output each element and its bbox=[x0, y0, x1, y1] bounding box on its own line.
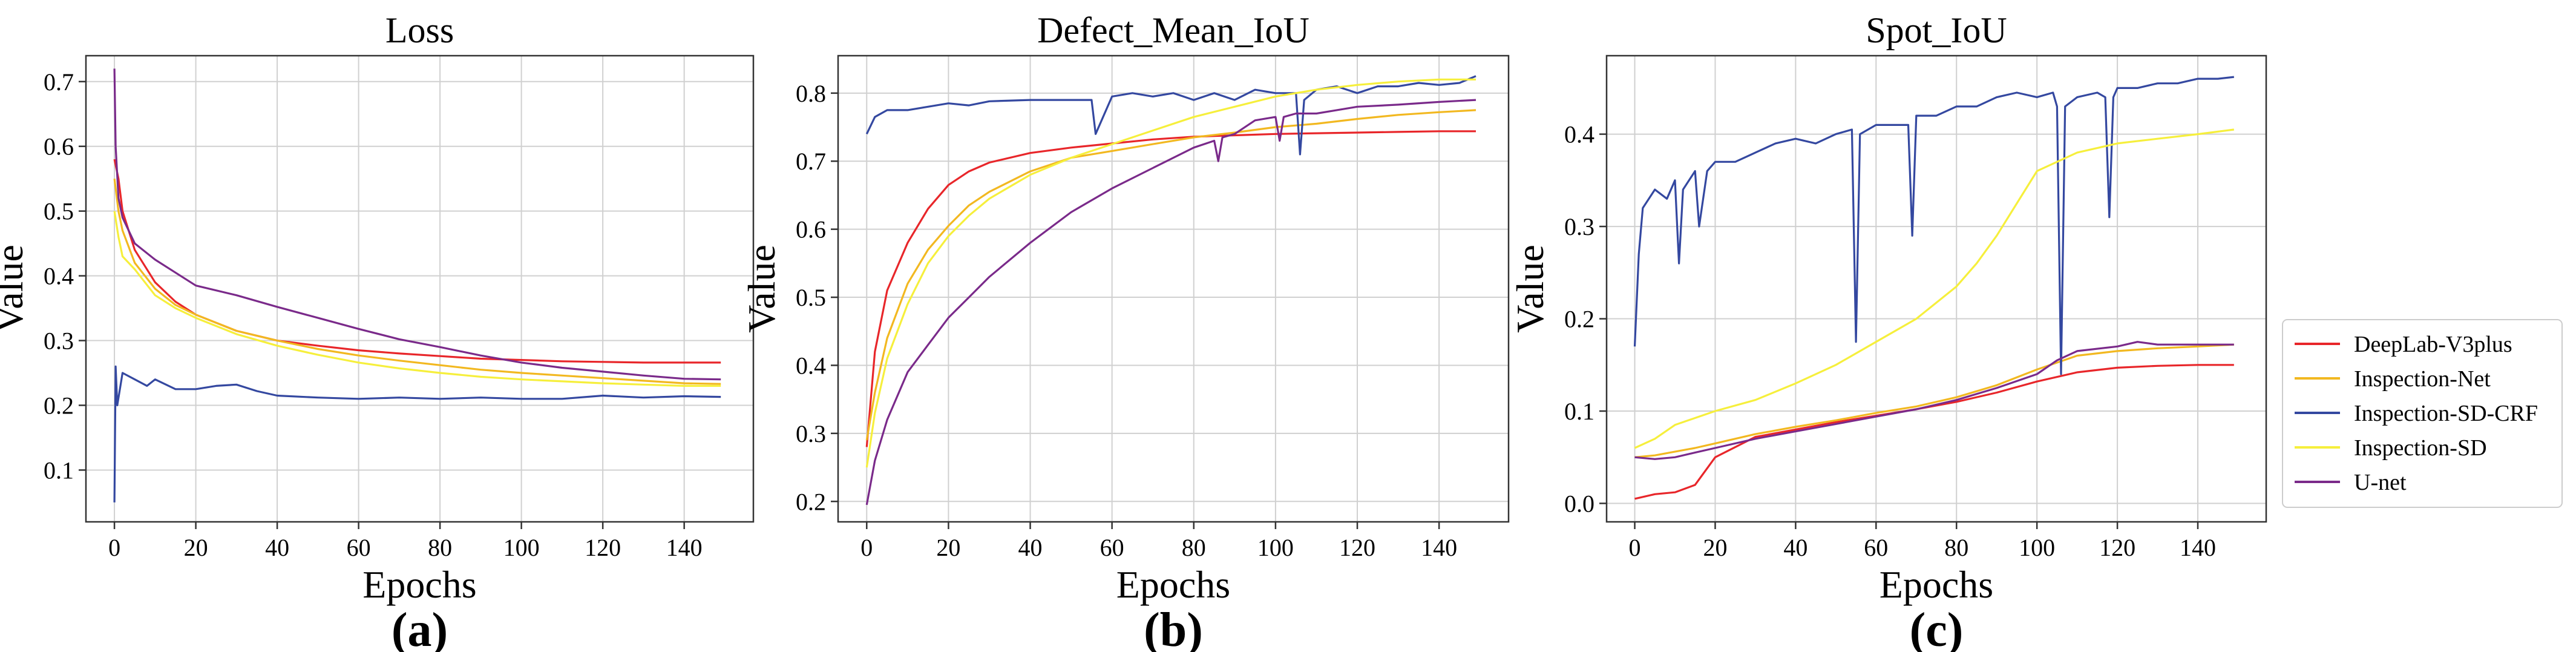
y-tick-label: 0.8 bbox=[796, 80, 826, 107]
legend-label: Inspection-SD-CRF bbox=[2354, 401, 2538, 426]
y-tick-label: 0.1 bbox=[44, 456, 74, 484]
y-tick-label: 0.5 bbox=[796, 284, 826, 311]
chart-title: Loss bbox=[385, 10, 454, 50]
y-tick-label: 0.7 bbox=[44, 68, 74, 96]
y-tick-label: 0.3 bbox=[44, 328, 74, 355]
series-line-inspection-sd-crf bbox=[865, 75, 1476, 156]
y-tick-label: 0.1 bbox=[1564, 398, 1594, 425]
series-line-inspection-sd bbox=[1634, 128, 2235, 449]
y-tick-label: 0.5 bbox=[44, 198, 74, 225]
x-tick-label: 140 bbox=[1421, 534, 1457, 561]
x-axis-label: Epochs bbox=[1116, 563, 1230, 606]
series-line-inspection-sd-crf bbox=[113, 365, 721, 502]
x-axis-label: Epochs bbox=[1880, 563, 1993, 606]
panel-label: (a) bbox=[392, 604, 448, 652]
x-tick-label: 80 bbox=[1944, 534, 1968, 561]
x-tick-label: 140 bbox=[666, 534, 703, 561]
series-line-u-net bbox=[1634, 341, 2234, 460]
axes-frame bbox=[1605, 54, 2267, 523]
x-tick-label: 60 bbox=[1864, 534, 1888, 561]
y-tick-label: 0.4 bbox=[44, 263, 74, 290]
x-tick-label: 80 bbox=[1182, 534, 1206, 561]
series-line-deeplab-v3plus bbox=[865, 130, 1476, 447]
x-tick-label: 140 bbox=[2180, 534, 2216, 561]
series-line-deeplab-v3plus bbox=[1634, 364, 2234, 500]
y-tick-label: 0.6 bbox=[44, 133, 74, 160]
series-line-inspection-net bbox=[1634, 343, 2234, 458]
x-tick-label: 20 bbox=[1703, 534, 1727, 561]
y-axis-label: Value bbox=[0, 245, 31, 333]
x-tick-label: 100 bbox=[1257, 534, 1294, 561]
x-tick-label: 20 bbox=[184, 534, 208, 561]
x-tick-label: 40 bbox=[1018, 534, 1043, 561]
panel-b: 0 20 40 60 80 100 120 140 0.2 0.3 0.4 0.5 0.6 0.7 0.8 D… bbox=[740, 10, 1510, 652]
panel-c: 0 20 40 60 80 100 120 140 0.0 0.1 0.2 0.3 0.4 Spot_Io… bbox=[1509, 10, 2267, 652]
y-tick-label: 0.2 bbox=[44, 392, 74, 420]
legend-label: DeepLab-V3plus bbox=[2354, 332, 2512, 357]
series-line-inspection-sd bbox=[113, 211, 721, 387]
series-line-inspection-net bbox=[113, 179, 721, 385]
x-tick-label: 100 bbox=[2019, 534, 2055, 561]
series-line-u-net bbox=[113, 68, 721, 381]
chart-title: Spot_IoU bbox=[1866, 10, 2007, 50]
legend-label: Inspection-Net bbox=[2354, 366, 2491, 392]
x-tick-label: 100 bbox=[503, 534, 540, 561]
x-tick-label: 40 bbox=[1783, 534, 1807, 561]
series-line-u-net bbox=[865, 99, 1476, 505]
axes-frame bbox=[837, 54, 1510, 523]
x-tick-label: 20 bbox=[936, 534, 960, 561]
legend-label: U-net bbox=[2354, 470, 2407, 495]
x-tick-label: 0 bbox=[860, 534, 873, 561]
legend: DeepLab-V3plus Inspection-Net Inspection-S… bbox=[2282, 319, 2563, 508]
y-axis-label: Value bbox=[740, 245, 783, 333]
x-tick-label: 0 bbox=[108, 534, 120, 561]
panel-label: (b) bbox=[1144, 604, 1203, 652]
x-tick-label: 0 bbox=[1629, 534, 1641, 561]
y-tick-label: 0.4 bbox=[796, 352, 826, 379]
x-tick-label: 80 bbox=[428, 534, 452, 561]
panel-a: 0 20 40 60 80 100 120 140 0.1 0.2 0.3 0.4 0.5 0.6 0.7 L… bbox=[0, 10, 755, 652]
axes-frame bbox=[85, 54, 755, 523]
series-line-inspection-sd bbox=[865, 78, 1476, 468]
x-tick-label: 40 bbox=[265, 534, 289, 561]
legend-box bbox=[2282, 319, 2563, 508]
y-tick-label: 0.0 bbox=[1564, 490, 1594, 518]
y-tick-label: 0.2 bbox=[1564, 306, 1594, 333]
series-line-inspection-sd-crf bbox=[1633, 76, 2234, 375]
x-axis-label: Epochs bbox=[362, 563, 476, 606]
y-tick-label: 0.3 bbox=[796, 420, 826, 447]
y-tick-label: 0.2 bbox=[796, 488, 826, 515]
x-tick-label: 120 bbox=[2099, 534, 2135, 561]
legend-label: Inspection-SD bbox=[2354, 435, 2487, 461]
y-tick-label: 0.4 bbox=[1564, 121, 1594, 148]
chart-title: Defect_Mean_IoU bbox=[1037, 10, 1309, 50]
y-axis-label: Value bbox=[1509, 245, 1552, 333]
x-tick-label: 120 bbox=[585, 534, 621, 561]
x-tick-label: 60 bbox=[1100, 534, 1124, 561]
y-tick-label: 0.7 bbox=[796, 148, 826, 175]
y-tick-label: 0.6 bbox=[796, 216, 826, 243]
x-tick-label: 60 bbox=[347, 534, 371, 561]
panel-label: (c) bbox=[1910, 604, 1964, 652]
series-line-inspection-net bbox=[865, 109, 1476, 441]
y-tick-label: 0.3 bbox=[1564, 213, 1594, 240]
x-tick-label: 120 bbox=[1339, 534, 1375, 561]
series-line-deeplab-v3plus bbox=[113, 159, 721, 364]
